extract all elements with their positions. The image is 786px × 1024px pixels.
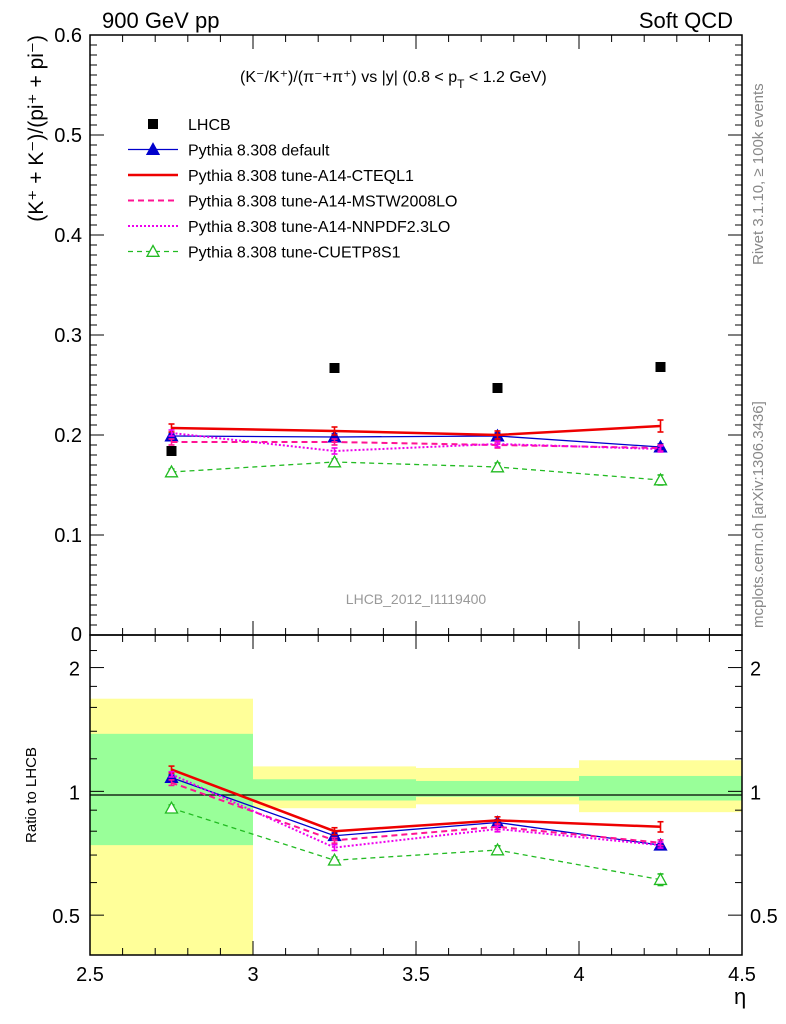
main-2-line bbox=[171, 424, 661, 437]
main-5-series bbox=[164, 454, 668, 486]
main-ylabel: (K⁺ + K⁻)/(pi⁺ + pi⁻) bbox=[25, 35, 48, 222]
ratio-ticks: 0.5 1 2 0.5 1 2 2.5 3 3.5 4 4.5 bbox=[52, 635, 778, 986]
lhcb-data-point bbox=[166, 446, 177, 456]
mcplots-label: mcplots.cern.ch [arXiv:1306.3436] bbox=[750, 401, 767, 628]
ratio-tick-label-left: 2 bbox=[69, 659, 80, 681]
main-3-series bbox=[168, 438, 664, 452]
x-tick-label: 4 bbox=[573, 964, 584, 986]
legend-label: Pythia 8.308 tune-CUETP8S1 bbox=[188, 245, 401, 262]
x-tick-label: 3 bbox=[247, 964, 258, 986]
main-5-marker bbox=[490, 459, 505, 473]
ratio-4-line bbox=[171, 773, 661, 849]
legend-label: Pythia 8.308 default bbox=[188, 143, 330, 160]
main-1-line bbox=[171, 435, 661, 448]
ratio-band-inner bbox=[253, 779, 416, 801]
x-axis-label: η bbox=[734, 984, 746, 1009]
ratio-5-marker bbox=[327, 852, 342, 866]
ratio-5-line bbox=[171, 807, 661, 881]
header-left: 900 GeV pp bbox=[102, 8, 219, 33]
ratio-5-marker bbox=[653, 872, 668, 886]
legend-item: Pythia 8.308 tune-A14-MSTW2008LO bbox=[128, 194, 457, 211]
y-tick-label: 0.6 bbox=[54, 25, 82, 47]
legend-label: Pythia 8.308 tune-A14-CTEQL1 bbox=[188, 168, 414, 185]
legend-marker bbox=[145, 142, 161, 155]
ratio-tick-label-right: 2 bbox=[750, 659, 761, 681]
lhcb-data-point bbox=[329, 363, 340, 373]
plot-title-main: (K⁻/K⁺)/(π⁻+π⁺) vs |y| (0.8 < p bbox=[240, 69, 457, 86]
ratio-5-marker bbox=[490, 842, 505, 856]
ratio-3-line bbox=[171, 781, 661, 844]
header-right: Soft QCD bbox=[639, 8, 733, 33]
main-5-marker bbox=[327, 454, 342, 468]
legend-item: Pythia 8.308 tune-A14-CTEQL1 bbox=[128, 168, 414, 185]
ratio-series bbox=[164, 765, 668, 887]
ratio-band-inner bbox=[90, 733, 253, 846]
ratio-tick-label-right: 0.5 bbox=[750, 906, 778, 928]
legend-label: Pythia 8.308 tune-A14-NNPDF2.3LO bbox=[188, 219, 450, 236]
main-5-marker bbox=[653, 472, 668, 486]
legend-data-marker bbox=[148, 119, 158, 129]
ratio-1-line bbox=[171, 776, 661, 846]
x-tick-label: 2.5 bbox=[76, 964, 104, 986]
legend-item: LHCB bbox=[148, 117, 231, 134]
ratio-bands bbox=[90, 698, 742, 955]
ratio-2-series bbox=[168, 765, 664, 836]
main-4-series bbox=[168, 429, 664, 455]
ratio-5-series bbox=[164, 800, 668, 887]
plot-title-end: < 1.2 GeV) bbox=[464, 69, 546, 86]
legend-label: Pythia 8.308 tune-A14-MSTW2008LO bbox=[188, 194, 457, 211]
legend-item: Pythia 8.308 tune-A14-NNPDF2.3LO bbox=[128, 219, 450, 236]
ratio-plot: 0.5 1 2 0.5 1 2 2.5 3 3.5 4 4.5 Ratio to LHCB bbox=[23, 634, 778, 986]
y-tick-label: 0.1 bbox=[54, 525, 82, 547]
ratio-5-marker bbox=[164, 800, 179, 814]
rivet-label: Rivet 3.1.10, ≥ 100k events bbox=[750, 83, 767, 265]
legend-label: LHCB bbox=[188, 117, 231, 134]
y-tick-label-zero: 0 bbox=[71, 624, 82, 646]
x-tick-label: 3.5 bbox=[402, 964, 430, 986]
main-plot: 0.1 0.2 0.3 0.4 0.5 0.6 0 (K⁻/K⁺)/(π⁻+π⁺) vs |… bbox=[25, 25, 743, 646]
main-series bbox=[164, 362, 668, 486]
ratio-band-inner bbox=[579, 775, 742, 801]
y-tick-label: 0.3 bbox=[54, 325, 82, 347]
main-5-marker bbox=[164, 464, 179, 478]
lhcb-data-point bbox=[492, 383, 503, 393]
ratio-band-inner bbox=[416, 780, 579, 797]
legend-item: Pythia 8.308 tune-CUETP8S1 bbox=[128, 244, 401, 262]
y-tick-label: 0.2 bbox=[54, 425, 82, 447]
y-tick-label: 0.5 bbox=[54, 125, 82, 147]
lhcb-data-point bbox=[655, 362, 666, 372]
x-tick-label: 4.5 bbox=[728, 964, 756, 986]
ratio-4-series bbox=[168, 770, 664, 852]
legend-marker bbox=[145, 244, 161, 257]
legend-item: Pythia 8.308 default bbox=[128, 142, 330, 160]
plot-title-sub: T bbox=[457, 77, 465, 91]
main-4-line bbox=[171, 432, 661, 453]
ratio-2-line bbox=[171, 768, 661, 833]
watermark: LHCB_2012_I1119400 bbox=[346, 591, 487, 607]
main-ticks: 0.1 0.2 0.3 0.4 0.5 0.6 0 bbox=[54, 25, 743, 646]
legend: LHCB Pythia 8.308 default Pythia 8.308 tun… bbox=[128, 117, 457, 262]
main-5-line bbox=[171, 461, 661, 481]
ratio-ylabel: Ratio to LHCB bbox=[23, 747, 40, 843]
ratio-tick-label-left: 0.5 bbox=[52, 906, 80, 928]
y-tick-label: 0.4 bbox=[54, 225, 82, 247]
ratio-tick-label-right: 1 bbox=[750, 782, 761, 804]
ratio-tick-label-left: 1 bbox=[69, 782, 80, 804]
plot-title: (K⁻/K⁺)/(π⁻+π⁺) vs |y| (0.8 < pT < 1.2 G… bbox=[240, 69, 547, 91]
